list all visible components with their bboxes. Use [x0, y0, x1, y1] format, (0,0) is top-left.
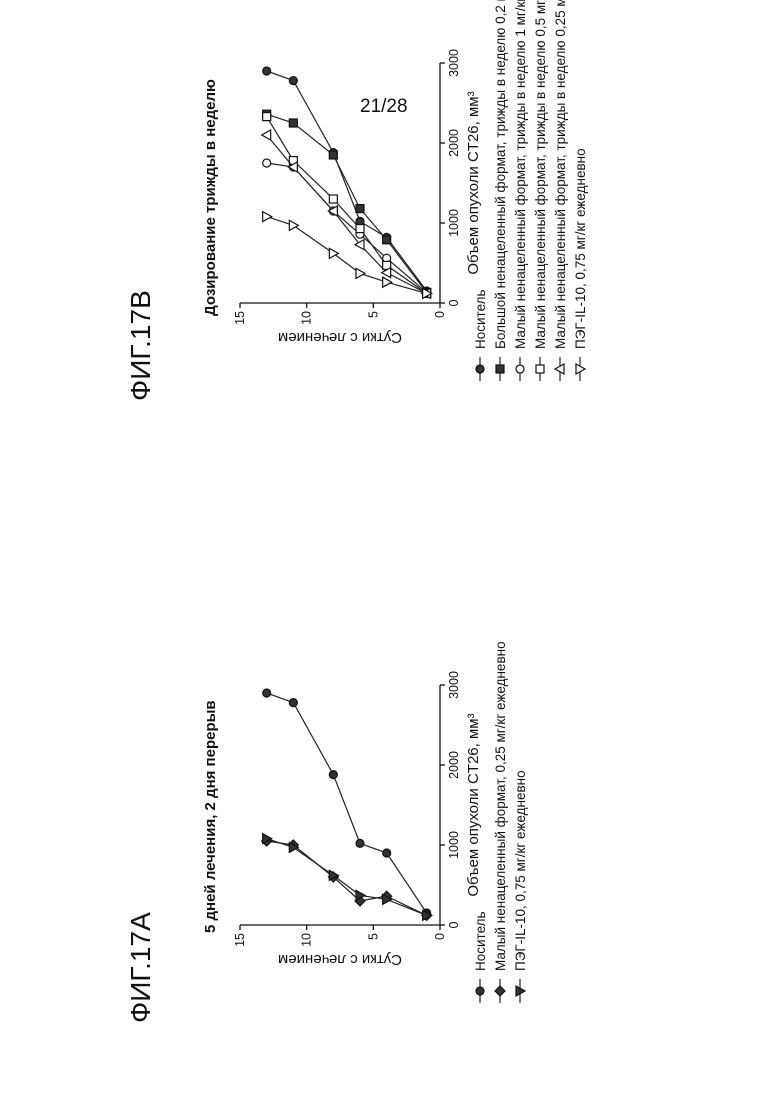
legend-label: Большой ненацеленный формат, трижды в не… [493, 0, 508, 349]
chart-panel-1: ФИГ.17А5 дней лечения, 2 дня перерыв0100… [125, 641, 528, 1023]
legend-label: Малый ненацеленный формат, трижды в неде… [553, 0, 568, 349]
chart-title: Дозирование трижды в неделю [202, 79, 219, 316]
data-point-marker [356, 839, 364, 847]
day-tick-label: 0 [433, 311, 447, 318]
day-tick-label: 5 [366, 311, 380, 318]
volume-tick-label: 0 [447, 299, 461, 306]
legend-label: ПЭГ-IL-10, 0,75 мг/кг ежедневно [513, 770, 528, 971]
volume-tick-label: 2000 [447, 129, 461, 157]
data-point-marker [329, 248, 338, 258]
legend-label: Малый ненацеленный формат, трижды в неде… [513, 0, 528, 349]
data-point-marker [263, 67, 271, 75]
series-line-4 [267, 117, 427, 294]
legend-marker [495, 986, 505, 996]
day-tick-label: 10 [300, 933, 314, 947]
data-point-marker [329, 195, 337, 203]
data-point-marker [356, 225, 364, 233]
data-point-marker [383, 277, 392, 287]
volume-tick-label: 2000 [447, 751, 461, 779]
volume-tick-label: 1000 [447, 209, 461, 237]
data-point-marker [355, 240, 364, 250]
series-line-2 [267, 114, 427, 292]
volume-tick-label: 3000 [447, 671, 461, 699]
day-tick-label: 15 [233, 311, 247, 325]
data-point-marker [356, 268, 365, 278]
day-tick-label: 0 [433, 933, 447, 940]
data-point-marker [263, 689, 271, 697]
figure-label: ФИГ.17В [125, 290, 156, 401]
legend-marker [516, 365, 524, 373]
volume-tick-label: 3000 [447, 49, 461, 77]
legend-label: Малый ненацеленный формат, 0,25 мг/кг еж… [493, 641, 508, 971]
data-point-marker [262, 130, 271, 140]
legend-marker [496, 365, 504, 373]
x-axis-label: Сутки с лечением [278, 951, 402, 968]
chart-title: 5 дней лечения, 2 дня перерыв [202, 700, 219, 933]
legend-marker [476, 365, 484, 373]
day-tick-label: 15 [233, 933, 247, 947]
volume-tick-label: 1000 [447, 831, 461, 859]
legend-label: Носитель [473, 911, 488, 971]
data-point-marker [383, 849, 391, 857]
chart-panel-2: ФИГ.17В Дозирование трижды в неделю 0 1000 2… [125, 0, 588, 401]
data-point-marker [289, 77, 297, 85]
y-axis-label: Объем опухоли CT26, мм³ [465, 713, 482, 896]
data-point-marker [383, 236, 391, 244]
legend-marker [476, 987, 484, 995]
data-point-marker [329, 771, 337, 779]
legend-label: Носитель [473, 289, 488, 349]
legend-marker [536, 365, 544, 373]
legend-label: ПЭГ-IL-10, 0,75 мг/кг ежедневно [573, 148, 588, 349]
data-point-marker [289, 699, 297, 707]
data-point-marker [289, 119, 297, 127]
data-point-marker [289, 220, 298, 230]
legend-label: Малый ненацеленный формат, трижды в неде… [533, 0, 548, 349]
data-point-marker [263, 159, 271, 167]
day-tick-label: 10 [300, 311, 314, 325]
series-line-1 [267, 693, 427, 913]
figure-label: ФИГ.17А [125, 912, 156, 1023]
x-axis-label: Сутки с лечением [278, 329, 402, 346]
data-point-marker [356, 205, 364, 213]
data-point-marker [263, 113, 271, 121]
volume-tick-label: 0 [447, 921, 461, 928]
y-axis-label: Объем опухоли CT26, мм³ [465, 91, 482, 274]
day-tick-label: 5 [366, 933, 380, 940]
data-point-marker [263, 212, 272, 222]
data-point-marker [329, 151, 337, 159]
